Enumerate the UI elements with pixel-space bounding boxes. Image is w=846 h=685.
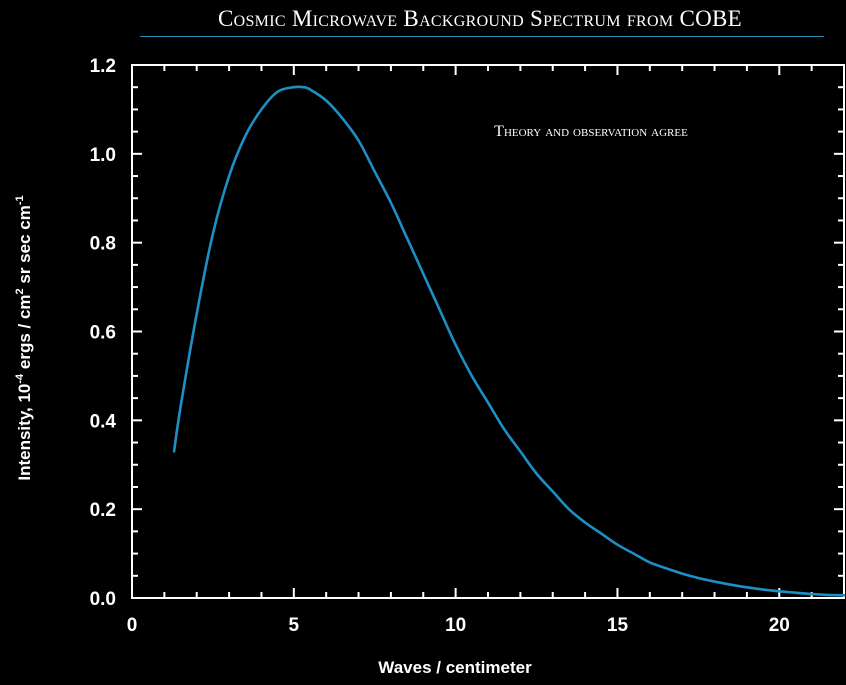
y-tick-label: 0.0 — [90, 589, 116, 610]
y-tick-label: 0.8 — [90, 234, 116, 255]
y-axis-label-mid: ergs / cm — [15, 294, 34, 373]
y-tick-label: 0.4 — [90, 411, 117, 432]
y-axis-label-tail: sr sec cm — [15, 205, 34, 288]
x-axis-label: Waves / centimeter — [378, 658, 532, 677]
chart-title: Cosmic Microwave Background Spectrum fro… — [217, 6, 743, 31]
y-axis-label-exp3: -1 — [14, 195, 26, 205]
y-axis-label-exp1: -4 — [14, 373, 26, 384]
y-tick-label: 0.6 — [90, 323, 116, 344]
y-tick-label: 1.0 — [90, 145, 116, 166]
plot-frame — [131, 64, 845, 599]
y-axis-label-base: Intensity, 10 — [15, 384, 34, 481]
x-tick-label: 5 — [289, 615, 300, 636]
y-axis-label: Intensity, 10-4 ergs / cm2 sr sec cm-1 — [14, 195, 34, 480]
y-tick-label: 0.2 — [90, 500, 116, 521]
chart-annotation: Theory and observation agree — [494, 123, 688, 140]
spectrum-series-line — [172, 85, 846, 597]
x-tick-label: 20 — [769, 615, 790, 636]
y-axis-label-exp2: 2 — [14, 288, 26, 294]
x-tick-label: 10 — [445, 615, 466, 636]
x-tick-label: 0 — [127, 615, 138, 636]
y-tick-label: 1.2 — [90, 56, 116, 77]
title-underline — [140, 36, 824, 37]
x-tick-label: 15 — [607, 615, 629, 636]
